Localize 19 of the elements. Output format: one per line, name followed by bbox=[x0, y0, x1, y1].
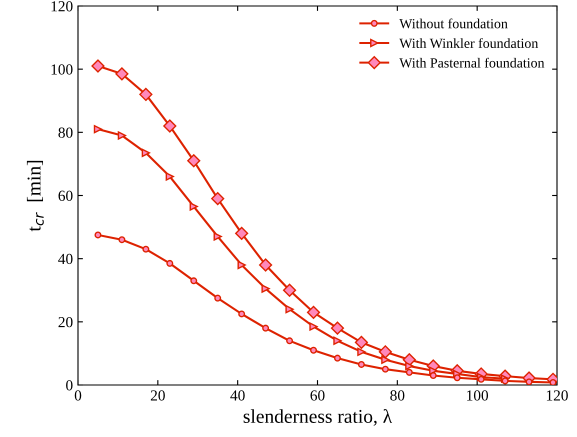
x-tick-label: 0 bbox=[74, 390, 82, 401]
y-tick-label: 80 bbox=[58, 127, 73, 138]
x-tick-label: 40 bbox=[230, 390, 245, 401]
y-tick-label: 100 bbox=[52, 64, 73, 75]
y-tick-label: 120 bbox=[52, 1, 73, 12]
x-tick-label: 80 bbox=[390, 390, 404, 401]
y-tick-label: 0 bbox=[66, 380, 73, 390]
y-tick-label: 20 bbox=[58, 316, 73, 328]
x-axis-title: slenderness ratio, λ bbox=[244, 409, 392, 426]
legend-label: Without foundation bbox=[399, 18, 508, 28]
x-tick-label: 60 bbox=[310, 390, 325, 401]
x-tick-label: 100 bbox=[467, 390, 488, 401]
y-tick-label: 60 bbox=[58, 190, 73, 201]
y-axis-title: t$_{cr}$ [min] bbox=[26, 160, 44, 232]
x-tick-label: 120 bbox=[546, 390, 568, 401]
legend-label: With Pasternal foundation bbox=[399, 58, 544, 68]
legend-label: With Winkler foundation bbox=[399, 38, 538, 48]
x-tick-label: 20 bbox=[150, 390, 165, 401]
y-tick-label: 40 bbox=[58, 254, 73, 264]
